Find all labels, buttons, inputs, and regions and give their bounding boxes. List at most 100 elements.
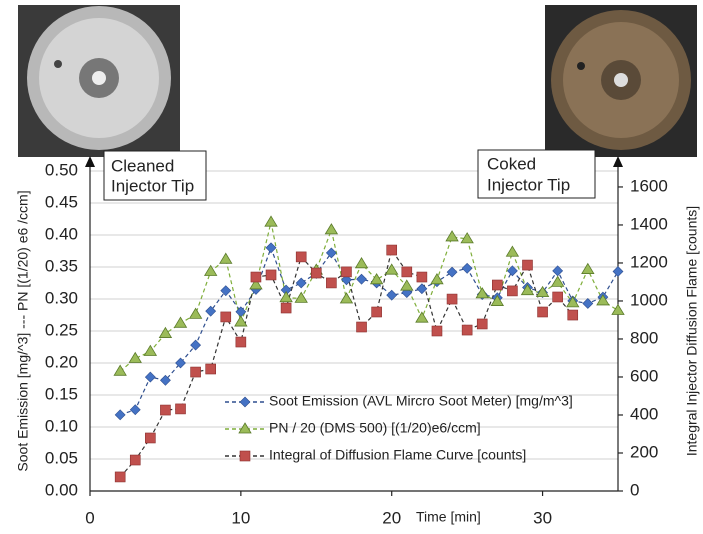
annotation: Injector Tip xyxy=(111,176,194,195)
series-line xyxy=(119,222,619,372)
marker xyxy=(400,279,414,291)
legend: Soot Emission (AVL Mircro Soot Meter) [m… xyxy=(225,393,573,463)
marker xyxy=(612,266,624,277)
marker xyxy=(596,294,610,306)
marker xyxy=(354,257,369,269)
marker xyxy=(265,269,277,281)
marker xyxy=(431,325,443,337)
marker xyxy=(175,357,186,369)
annotation-box xyxy=(477,149,596,199)
marker xyxy=(128,351,142,363)
marker xyxy=(114,471,126,483)
marker xyxy=(446,293,458,305)
annotation: Injector Tip xyxy=(487,175,570,194)
marker xyxy=(264,215,278,227)
legend-label: PN / 20 (DMS 500) [(1/20)e6/ccm] xyxy=(269,420,481,436)
marker xyxy=(160,374,171,386)
marker xyxy=(205,363,216,375)
x-tick-label: 0 xyxy=(85,508,94,527)
y2-tick-label: 800 xyxy=(630,328,658,347)
marker xyxy=(535,285,550,298)
marker xyxy=(416,283,428,295)
marker xyxy=(507,285,518,297)
marker xyxy=(341,266,352,278)
marker xyxy=(239,396,251,408)
y-tick-label: 0.30 xyxy=(45,288,78,307)
marker xyxy=(476,318,488,330)
marker xyxy=(265,242,277,254)
marker xyxy=(173,316,188,328)
y2-tick-label: 1200 xyxy=(630,252,668,271)
arrow xyxy=(85,156,95,167)
marker xyxy=(339,292,354,304)
marker xyxy=(238,422,252,434)
arrow xyxy=(613,156,623,167)
marker xyxy=(219,252,233,264)
photo-cleaned xyxy=(18,5,180,157)
marker xyxy=(144,371,156,383)
marker xyxy=(113,364,127,376)
marker xyxy=(582,298,594,309)
marker xyxy=(175,403,186,415)
y-tick-label: 0.05 xyxy=(45,448,78,467)
x-axis-label: Time [min] xyxy=(416,509,481,525)
marker xyxy=(145,432,156,444)
y2-tick-label: 1400 xyxy=(630,214,668,233)
y-tick-label: 0.25 xyxy=(45,320,78,339)
y-tick-label: 0.45 xyxy=(45,192,78,211)
marker xyxy=(190,339,202,351)
y-tick-label: 0.50 xyxy=(45,160,78,179)
y-tick-label: 0.00 xyxy=(45,480,78,499)
marker xyxy=(401,266,413,278)
marker xyxy=(114,409,126,421)
y2-axis-label: Integral Injector Diffusion Flame [count… xyxy=(684,206,700,456)
marker xyxy=(475,287,489,299)
photo-coked xyxy=(545,5,697,157)
marker xyxy=(552,291,563,303)
x-tick-label: 20 xyxy=(382,508,401,527)
y2-tick-label: 1000 xyxy=(630,290,668,309)
y-tick-label: 0.10 xyxy=(45,416,78,435)
marker xyxy=(295,251,307,263)
annotation: Coked xyxy=(487,154,536,173)
y2-tick-label: 600 xyxy=(630,366,658,385)
marker xyxy=(581,262,595,274)
legend-label: Soot Emission (AVL Mircro Soot Meter) [m… xyxy=(269,393,573,409)
marker xyxy=(415,311,429,323)
marker xyxy=(160,404,171,416)
marker xyxy=(234,315,248,327)
marker xyxy=(356,273,367,285)
marker xyxy=(143,344,158,356)
y-tick-label: 0.35 xyxy=(45,256,78,275)
marker xyxy=(492,279,503,291)
marker xyxy=(129,454,141,466)
marker xyxy=(326,277,337,289)
marker xyxy=(205,305,217,317)
annotation: Cleaned xyxy=(111,156,174,175)
marker xyxy=(522,259,533,271)
marker xyxy=(325,247,337,259)
marker xyxy=(239,450,251,462)
marker xyxy=(611,303,625,315)
marker xyxy=(386,244,398,256)
marker xyxy=(416,271,428,283)
marker xyxy=(341,274,352,286)
marker xyxy=(460,232,474,244)
marker xyxy=(520,283,535,296)
marker xyxy=(385,263,399,275)
marker xyxy=(190,366,201,378)
marker xyxy=(129,404,141,416)
marker xyxy=(369,273,384,285)
marker xyxy=(461,324,473,336)
y2-tick-label: 400 xyxy=(630,404,658,423)
marker xyxy=(445,230,459,242)
legend-label: Integral of Diffusion Flame Curve [count… xyxy=(269,447,526,463)
marker xyxy=(294,291,308,303)
marker xyxy=(295,277,307,289)
y-axis-label: Soot Emission [mg/^3] --- PN [(1/20) e6 … xyxy=(15,190,31,471)
marker xyxy=(235,336,247,348)
y2-tick-label: 0 xyxy=(630,480,639,499)
marker xyxy=(566,296,580,308)
marker xyxy=(280,302,292,314)
